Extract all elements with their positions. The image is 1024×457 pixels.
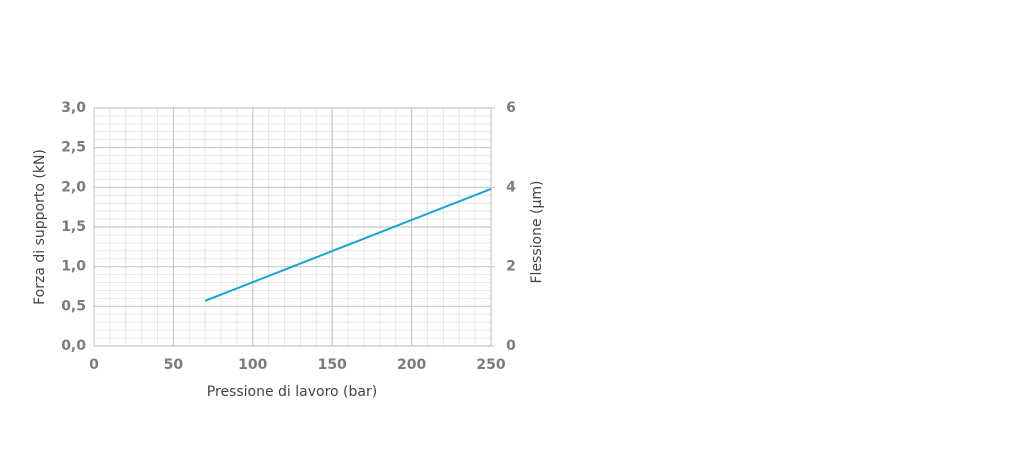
y-tick-label: 2,5 <box>61 140 86 156</box>
y2-axis-label: Flessione (µm) <box>529 180 545 283</box>
data-line <box>204 187 492 302</box>
x-axis-label: Pressione di lavoro (bar) <box>207 384 377 400</box>
y-tick-label: 2,0 <box>61 179 86 195</box>
y-axis-label: Forza di supporto (kN) <box>32 149 48 305</box>
x-tick-label: 50 <box>164 357 184 373</box>
x-tick-label: 150 <box>318 357 347 373</box>
y-tick-label: 1,0 <box>61 259 86 275</box>
x-tick-label: 0 <box>89 357 99 373</box>
x-tick-label: 200 <box>397 357 426 373</box>
y2-tick-label: 4 <box>506 179 516 195</box>
y-tick-label: 3,0 <box>61 100 86 116</box>
y-tick-label: 0,5 <box>61 298 86 314</box>
y-tick-label: 1,5 <box>61 219 86 235</box>
y2-tick-label: 0 <box>506 338 516 354</box>
y-tick-label: 0,0 <box>61 338 86 354</box>
x-tick-label: 100 <box>238 357 267 373</box>
x-tick-label: 250 <box>476 357 505 373</box>
y2-tick-label: 6 <box>506 100 516 116</box>
y2-tick-label: 2 <box>506 259 516 275</box>
